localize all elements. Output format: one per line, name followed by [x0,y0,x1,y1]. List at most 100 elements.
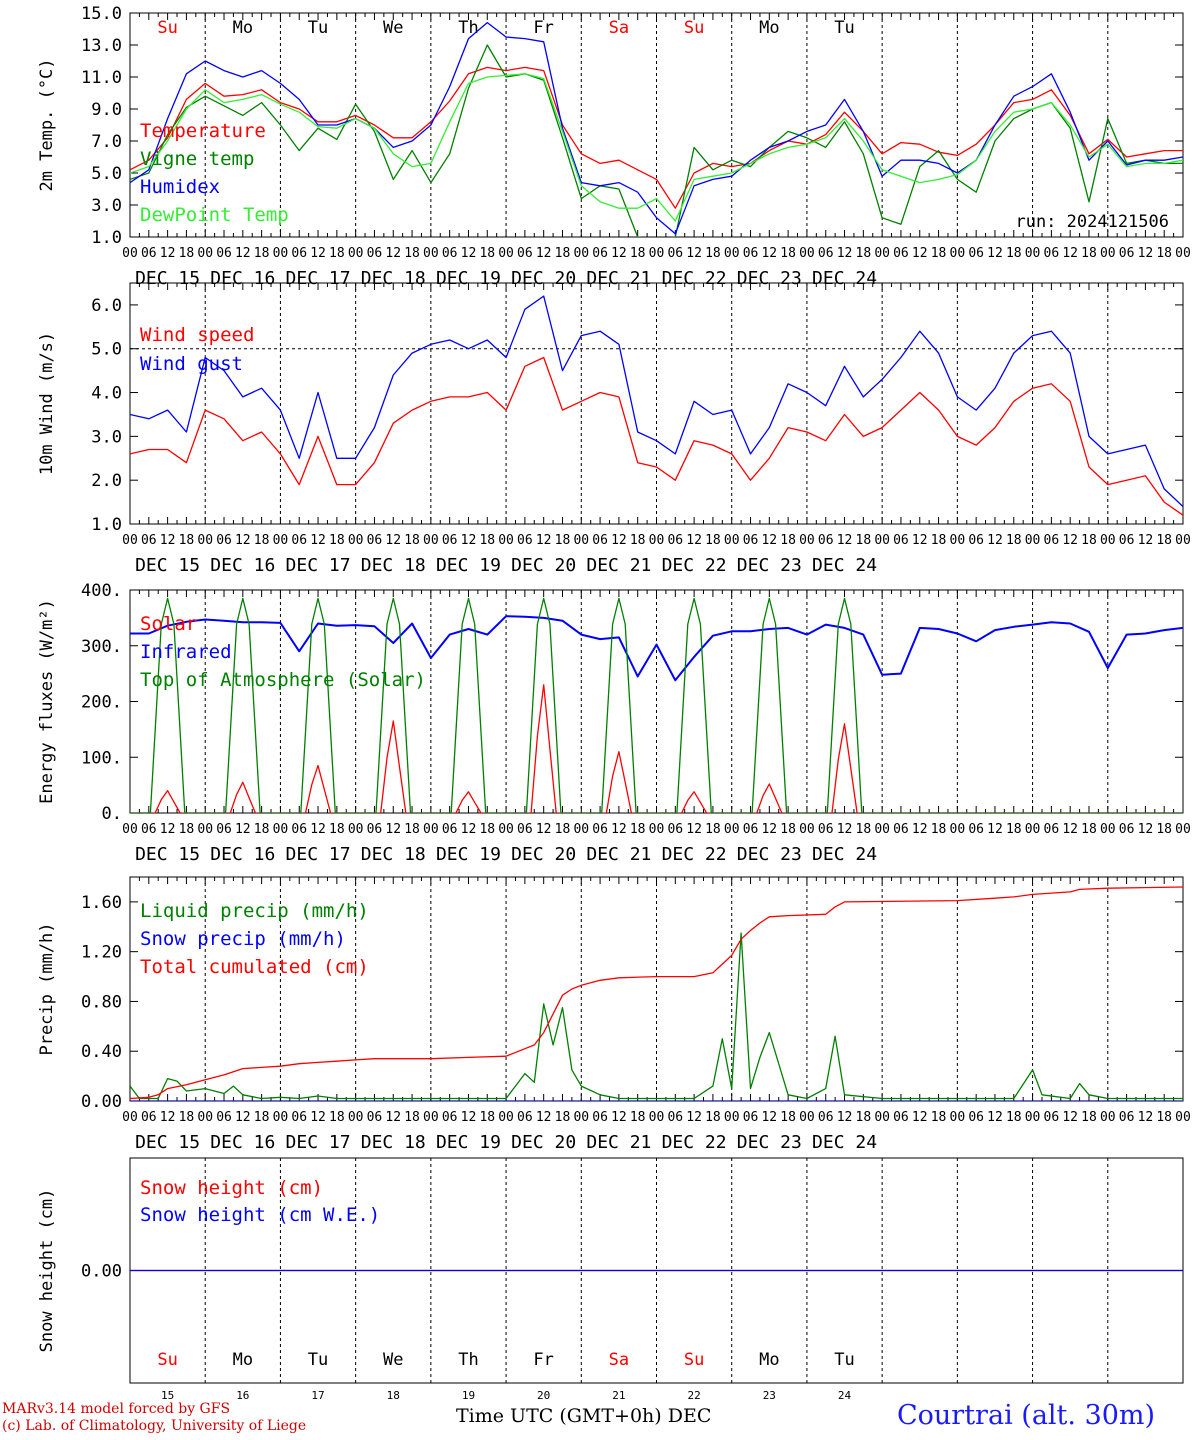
date-label: DEC 15 [135,1132,200,1153]
hour-tick-label: 18 [179,246,195,261]
hour-tick-label: 00 [197,246,213,261]
hour-tick-label: 18 [705,533,721,548]
date-label: DEC 19 [436,1132,501,1153]
hour-tick-label: 18 [856,533,872,548]
hour-tick-label: 06 [141,822,157,837]
hour-tick-label: 18 [404,1110,420,1125]
legend-liquid-precip-mm-h-: Liquid precip (mm/h) [140,900,369,922]
hour-tick-label: 18 [329,1110,345,1125]
hour-tick-label: 12 [160,246,176,261]
hour-tick-label: 06 [442,822,458,837]
weekday-label: Tu [308,18,328,38]
date-label: DEC 21 [586,1132,651,1153]
hour-tick-label: 00 [799,246,815,261]
legend-snow-height-cm-: Snow height (cm) [140,1177,323,1199]
hour-tick-label: 00 [348,533,364,548]
hour-tick-label: 18 [931,822,947,837]
hour-tick-label: 18 [555,1110,571,1125]
hour-tick-label: 00 [799,822,815,837]
hour-tick-label: 12 [611,533,627,548]
hour-tick-label: 00 [197,822,213,837]
hour-tick-label: 00 [423,1110,439,1125]
date-label: DEC 20 [511,1132,576,1153]
date-label: DEC 17 [286,1132,351,1153]
hour-tick-label: 00 [273,246,289,261]
date-label: DEC 22 [662,1132,727,1153]
legend-vigne-temp: Vigne temp [140,148,254,170]
hour-tick-label: 00 [1025,246,1041,261]
panel-5: 0.00 Snow height (cm) Snow height (cm) Snow… [37,1157,1184,1384]
y-tick-label: 5.0 [91,340,122,360]
hour-tick-label: 12 [912,533,928,548]
day-number-label: 17 [311,1389,324,1402]
day-number-label: 21 [612,1389,625,1402]
hour-tick-label: 00 [799,533,815,548]
y-axis-label: Precip (mm/h) [37,922,57,1055]
y-axis-label: 2m Temp. (°C) [37,58,57,191]
series-group [130,597,1183,813]
hour-tick-label: 06 [818,533,834,548]
hour-tick-label: 06 [517,1110,533,1125]
day-number-label: 23 [763,1389,776,1402]
series-group [130,295,1183,516]
legend-solar: Solar [140,613,197,635]
hour-tick-label: 00 [1175,822,1191,837]
hour-tick-label: 18 [630,822,646,837]
hour-tick-label: 00 [122,1110,138,1125]
hour-tick-label: 00 [498,1110,514,1125]
hour-tick-label: 18 [705,822,721,837]
hour-tick-label: 12 [987,1110,1003,1125]
y-tick-label: 1.60 [81,893,122,913]
hour-tick-label: 18 [1006,533,1022,548]
date-label: DEC 23 [737,844,802,865]
y-tick-label: 3.0 [91,427,122,447]
hour-tick-label: 12 [461,246,477,261]
legend-temperature: Temperature [140,120,266,142]
hour-tick-label: 00 [423,246,439,261]
hour-tick-label: 06 [216,1110,232,1125]
hour-tick-label: 06 [743,246,759,261]
hour-tick-label: 18 [555,533,571,548]
hour-tick-label: 00 [573,822,589,837]
hour-tick-label: 06 [216,533,232,548]
y-tick-label: 100. [81,748,122,768]
weekday-label: Mo [759,18,779,38]
hour-tick-label: 00 [1025,533,1041,548]
weekday-label: Su [157,18,177,38]
hour-tick-label: 12 [1062,822,1078,837]
hour-tick-label: 06 [968,822,984,837]
hour-tick-label: 12 [310,533,326,548]
hour-tick-label: 00 [950,1110,966,1125]
hour-tick-label: 18 [1081,246,1097,261]
legend-dewpoint-temp: DewPoint Temp [140,204,289,226]
hour-tick-label: 00 [874,1110,890,1125]
time-axis-caption: Time UTC (GMT+0h) DEC [456,1405,711,1427]
panel-1: 1.0 3.0 5.0 7.0 9.0 11.0 13.0 15.0 2m Temp. (°C)… [37,4,1191,289]
weekday-label: Su [684,18,704,38]
y-tick-label: 0.00 [81,1092,122,1112]
hour-tick-label: 06 [667,1110,683,1125]
weekday-label-bottom: Mo [759,1350,779,1370]
date-label: DEC 23 [737,1132,802,1153]
hour-tick-label: 06 [893,533,909,548]
hour-tick-label: 18 [254,822,270,837]
hour-tick-label: 00 [348,822,364,837]
hour-tick-label: 06 [667,246,683,261]
hour-tick-label: 18 [179,822,195,837]
hour-tick-label: 00 [874,533,890,548]
hour-tick-label: 00 [423,533,439,548]
hour-tick-label: 12 [761,246,777,261]
month-label: DEC [667,1405,712,1427]
legend-total-cumulated-cm-: Total cumulated (cm) [140,956,369,978]
hour-tick-label: 18 [555,822,571,837]
hour-tick-label: 06 [743,1110,759,1125]
hour-tick-label: 06 [818,822,834,837]
hour-tick-label: 06 [893,1110,909,1125]
hour-tick-label: 06 [1044,822,1060,837]
hour-tick-label: 06 [592,822,608,837]
hour-tick-label: 12 [310,246,326,261]
hour-tick-label: 00 [122,533,138,548]
hour-tick-label: 12 [385,533,401,548]
hour-tick-label: 12 [1138,533,1154,548]
date-label: DEC 19 [436,268,501,289]
